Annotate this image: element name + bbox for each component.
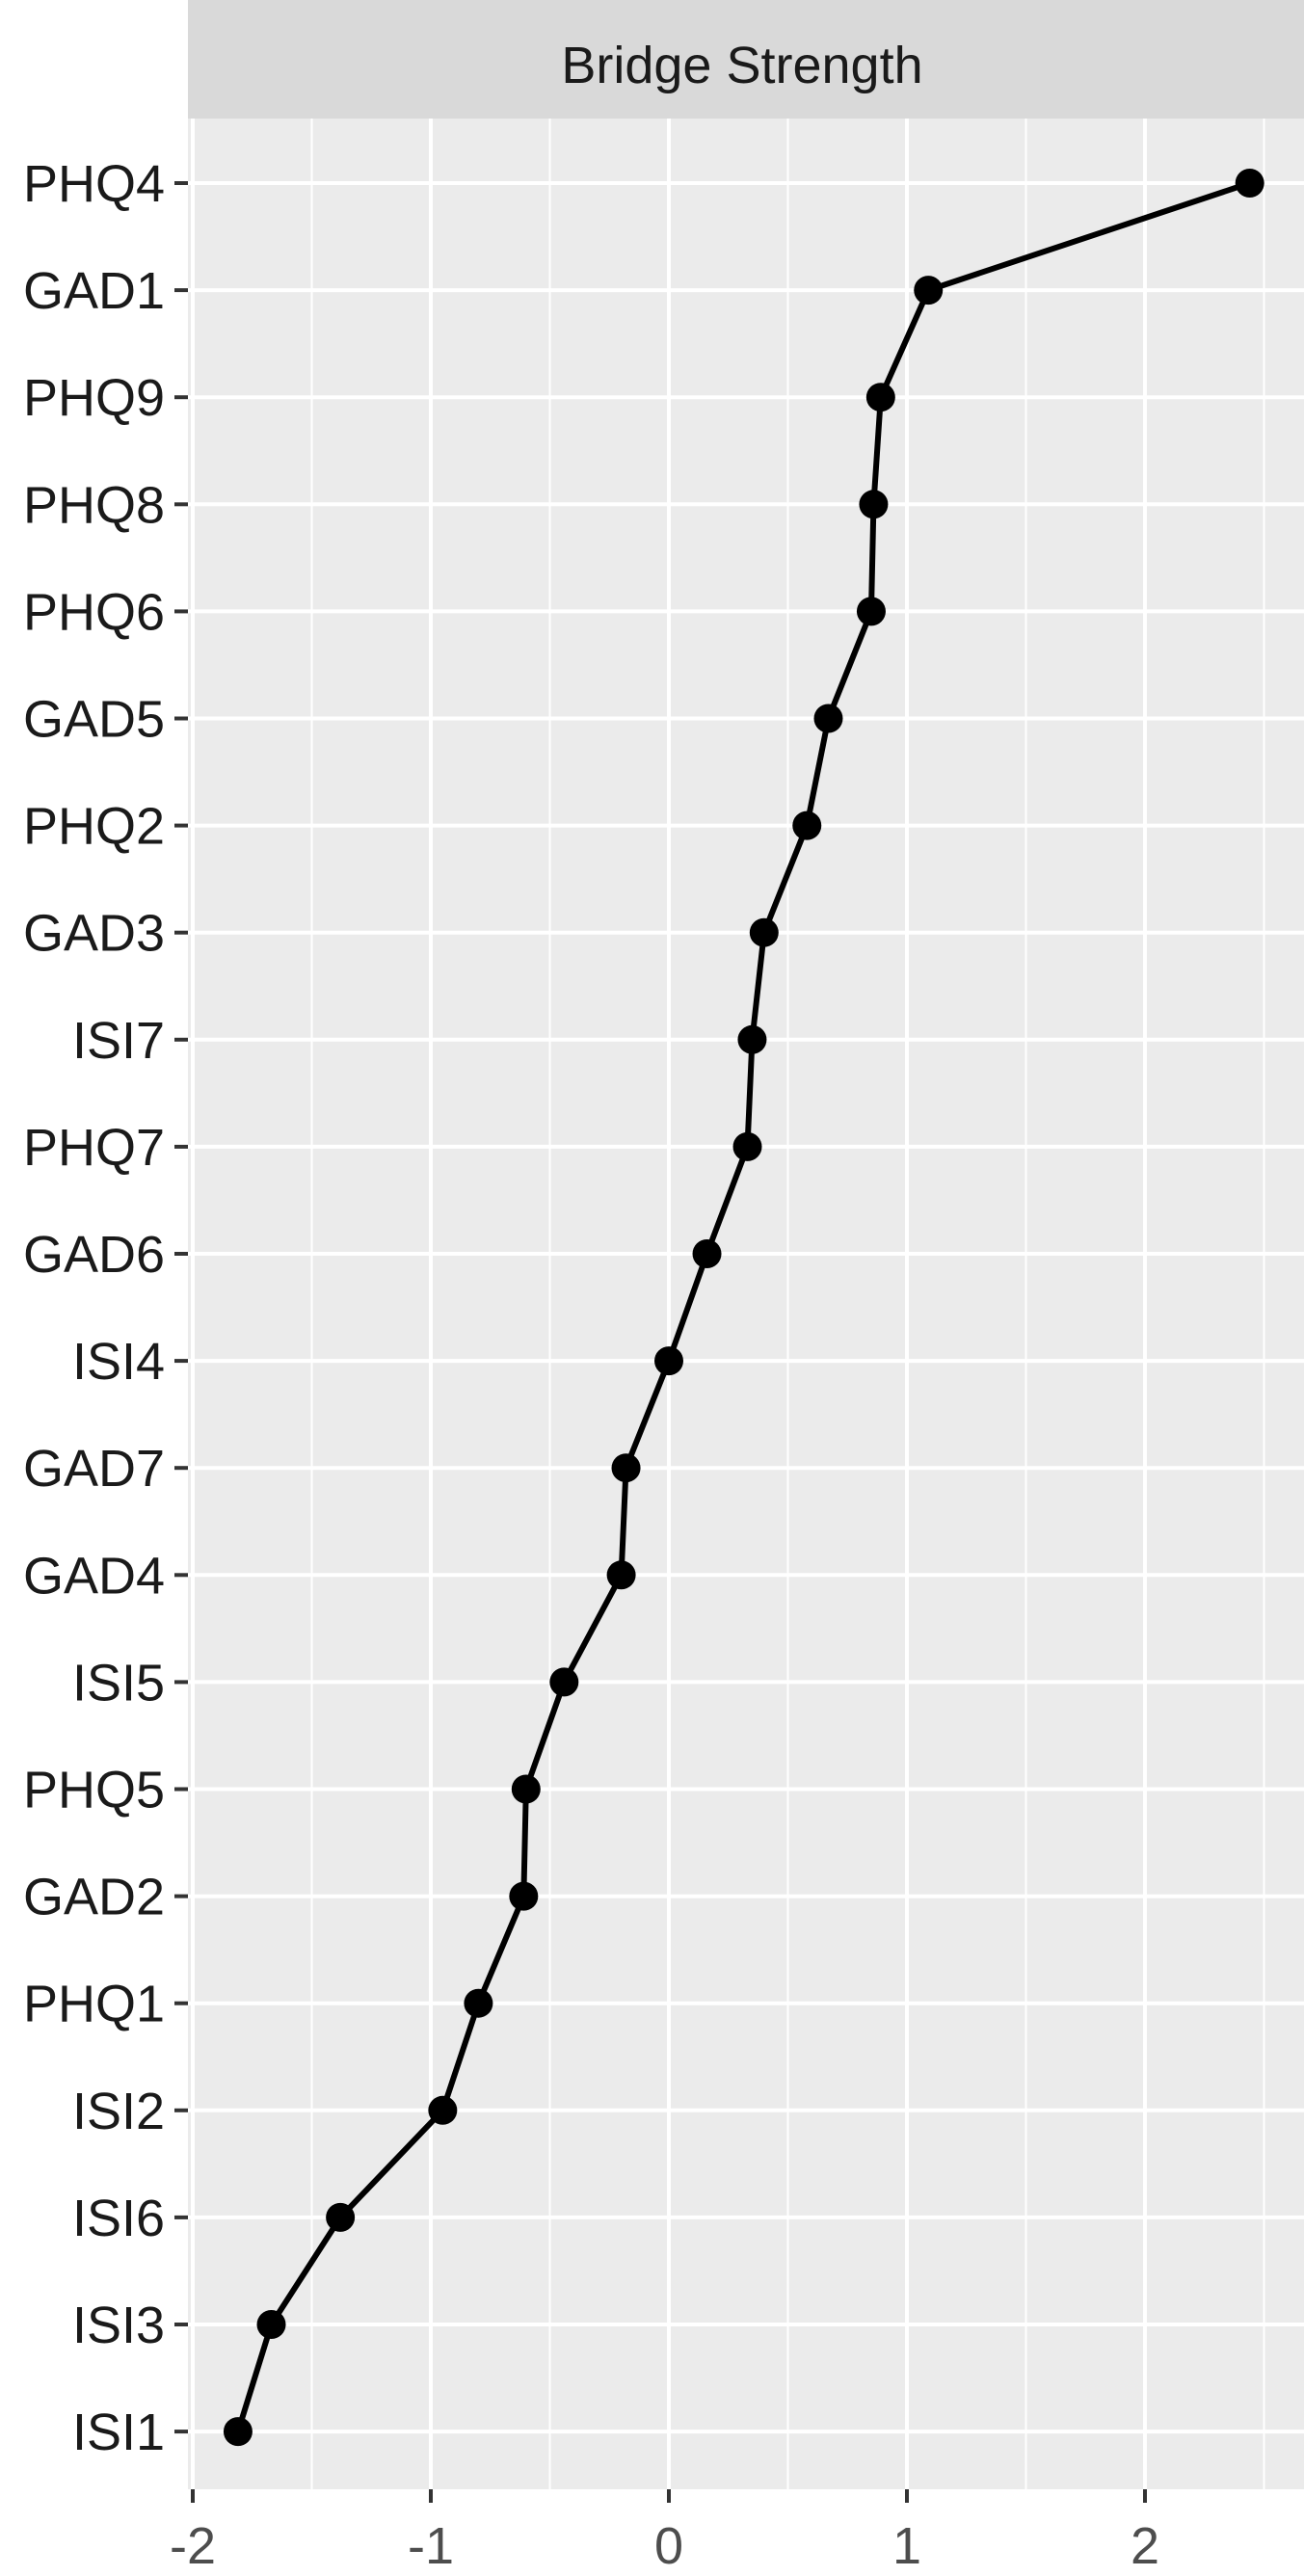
y-axis-labels: PHQ4 GAD1 PHQ9 PHQ8 PHQ6 GAD5 PHQ2 GAD3 ISI7 PHQ7…: [23, 155, 165, 2461]
y-tick-label: GAD2: [23, 1869, 165, 1926]
data-point: [737, 1024, 767, 1054]
x-tick-label: 1: [892, 2517, 921, 2575]
y-tick-label: PHQ8: [23, 476, 165, 534]
y-tick-label: GAD7: [23, 1440, 165, 1498]
data-point: [865, 383, 895, 412]
y-tick-label: ISI3: [72, 2297, 165, 2354]
y-tick-label: GAD1: [23, 262, 165, 320]
y-tick-label: PHQ4: [23, 155, 165, 213]
data-point: [464, 1988, 493, 2018]
data-point: [859, 490, 889, 519]
y-tick-label: GAD5: [23, 691, 165, 749]
y-tick-label: ISI7: [72, 1012, 165, 1070]
x-tick-label: -1: [408, 2517, 454, 2575]
data-point: [509, 1881, 539, 1911]
data-point: [611, 1453, 641, 1483]
data-point: [1235, 169, 1264, 198]
y-tick-label: GAD4: [23, 1547, 165, 1605]
data-point: [511, 1774, 541, 1804]
data-point: [856, 597, 886, 626]
y-tick-label: PHQ5: [23, 1762, 165, 1819]
y-tick-label: ISI5: [72, 1654, 165, 1712]
data-point: [914, 276, 944, 305]
y-tick-label: GAD3: [23, 905, 165, 963]
y-tick-label: ISI6: [72, 2190, 165, 2247]
x-tick-label: 0: [654, 2517, 683, 2575]
y-tick-label: PHQ1: [23, 1976, 165, 2033]
y-tick-label: ISI1: [72, 2403, 165, 2461]
x-axis-labels: -2 -1 0 1 2: [170, 2517, 1159, 2575]
x-tick-label: -2: [170, 2517, 216, 2575]
y-tick-label: GAD6: [23, 1226, 165, 1284]
data-point: [749, 917, 779, 947]
x-tick-label: 2: [1131, 2517, 1159, 2575]
data-point: [606, 1560, 636, 1590]
data-point: [792, 810, 822, 840]
data-point: [428, 2095, 458, 2125]
y-tick-label: PHQ6: [23, 583, 165, 641]
facet-strip: [188, 0, 1304, 119]
y-tick-label: ISI4: [72, 1333, 165, 1391]
y-tick-label: PHQ9: [23, 369, 165, 427]
data-point: [256, 2310, 286, 2339]
facet-label: Bridge Strength: [561, 37, 922, 94]
data-point: [813, 704, 843, 733]
data-point: [326, 2202, 356, 2232]
y-tick-label: PHQ2: [23, 798, 165, 856]
series-line: [235, 180, 1251, 2432]
plot-panel: [188, 119, 1304, 2489]
data-point: [692, 1239, 722, 1268]
y-tick-label: PHQ7: [23, 1119, 165, 1177]
data-point: [549, 1667, 579, 1697]
data-point: [732, 1131, 762, 1161]
axis-ticks: [174, 181, 1147, 2503]
data-points: [223, 169, 1264, 2447]
data-point: [223, 2417, 253, 2447]
data-point: [654, 1346, 683, 1376]
y-tick-label: ISI2: [72, 2083, 165, 2140]
